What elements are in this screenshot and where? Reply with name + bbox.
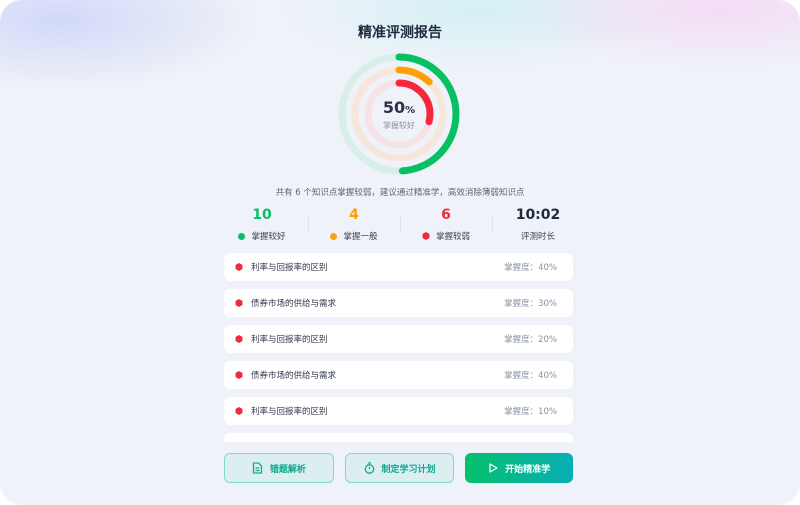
stat-good: 10 掌握较好 (216, 207, 308, 242)
mastery-label: 掌握较好 (383, 121, 415, 130)
summary-hint: 共有 6 个知识点掌握较弱，建议通过精准学，高效消除薄弱知识点 (275, 188, 525, 198)
stat-weak: 6 掌握较弱 (400, 207, 492, 242)
page-title: 精准评测报告 (358, 25, 442, 41)
list-item-partial[interactable] (224, 433, 573, 442)
orange-dot-icon (330, 232, 338, 240)
list-item[interactable]: 债券市场的供给与需求 掌握度：40% (224, 361, 573, 389)
list-item[interactable]: 利率与回报率的区别 掌握度：40% (224, 253, 573, 281)
make-study-plan-button[interactable]: 制定学习计划 (344, 453, 455, 483)
red-hexagon-icon (422, 232, 430, 240)
hexagon-icon (235, 371, 243, 379)
stopwatch-icon (364, 462, 374, 474)
stat-duration: 10:02 评测时长 (492, 207, 584, 242)
mastery-ring-chart (338, 53, 460, 175)
hexagon-icon (235, 335, 243, 343)
list-item[interactable]: 利率与回报率的区别 掌握度：20% (224, 325, 573, 353)
ring-arc-average (351, 66, 447, 162)
start-learning-button[interactable]: 开始精准学 (465, 453, 574, 483)
mastery-percent: 50% (382, 98, 416, 117)
review-mistakes-button[interactable]: 错题解析 (224, 453, 334, 483)
list-item[interactable]: 债券市场的供给与需求 掌握度：30% (224, 289, 573, 317)
document-icon (252, 462, 262, 474)
play-icon (489, 463, 498, 473)
green-dot-icon (238, 232, 246, 240)
ring-arc-weak (364, 79, 434, 149)
list-item[interactable]: 利率与回报率的区别 掌握度：10% (224, 397, 573, 425)
weak-points-list[interactable]: 利率与回报率的区别 掌握度：40% 债券市场的供给与需求 掌握度：30% 利率与回报… (224, 253, 573, 442)
stats-bar: 10 掌握较好 4 掌握一般 6 掌握较弱 10:02 评测时长 (216, 207, 584, 242)
hexagon-icon (235, 299, 243, 307)
stat-average: 4 掌握一般 (308, 207, 400, 242)
ring-arc-good (338, 53, 460, 175)
hexagon-icon (235, 263, 243, 271)
hexagon-icon (235, 407, 243, 415)
